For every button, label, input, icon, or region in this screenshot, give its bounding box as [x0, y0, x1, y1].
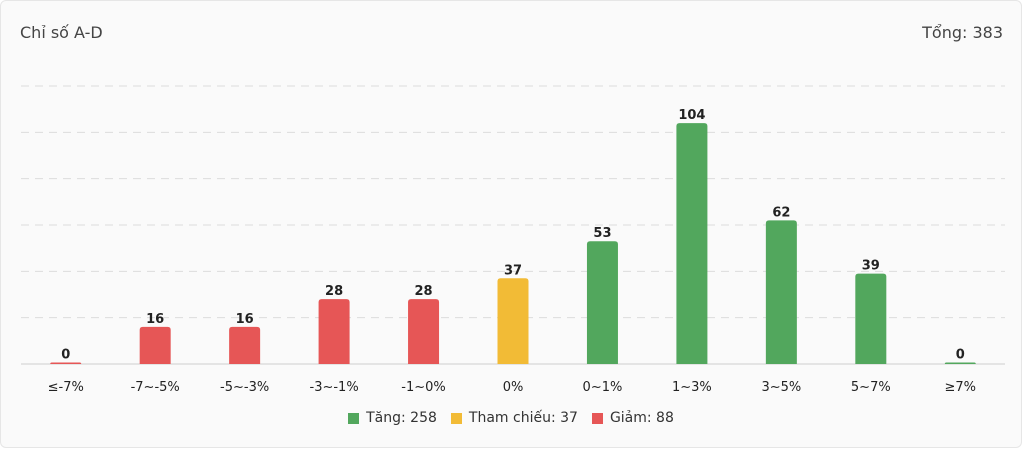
x-tick-label: -7~-5%	[131, 380, 180, 395]
x-tick-label: ≤-7%	[48, 380, 84, 395]
bar-value-label: 39	[862, 259, 880, 274]
bar[interactable]	[139, 326, 171, 364]
bar-value-label: 0	[956, 348, 965, 363]
x-tick-label: -5~-3%	[220, 380, 269, 395]
bar[interactable]	[855, 273, 887, 364]
total-count: Tổng: 383	[922, 23, 1003, 42]
legend-label-ref: Tham chiếu: 37	[468, 410, 578, 426]
bar-chart: 0 ≤-7% 16 -7~-5% 16 -5~-3% 28 -3~-1% 28 -1~0% 37 0%…	[21, 85, 1005, 395]
bar[interactable]	[229, 326, 261, 364]
bar[interactable]	[50, 362, 82, 365]
x-tick-label: 1~3%	[672, 380, 712, 395]
x-tick-label: 5~7%	[851, 380, 891, 395]
bar[interactable]	[586, 241, 618, 364]
bar-value-label: 62	[772, 205, 790, 220]
x-tick-label: -3~-1%	[310, 380, 359, 395]
bar-value-label: 37	[504, 263, 522, 278]
legend-swatch-down	[591, 412, 603, 424]
bar[interactable]	[944, 362, 976, 365]
legend: Tăng: 258 Tham chiếu: 37 Giảm: 88	[1, 410, 1021, 426]
x-tick-label: 0~1%	[583, 380, 623, 395]
legend-swatch-ref	[450, 412, 462, 424]
legend-item-down[interactable]: Giảm: 88	[591, 410, 674, 426]
x-tick-label: -1~0%	[401, 380, 445, 395]
legend-item-up[interactable]: Tăng: 258	[348, 410, 437, 426]
bar-value-label: 104	[678, 108, 705, 123]
bar[interactable]	[408, 299, 440, 364]
legend-label-up: Tăng: 258	[366, 410, 437, 426]
legend-label-down: Giảm: 88	[609, 410, 674, 426]
bar[interactable]	[765, 220, 797, 364]
x-tick-label: ≥7%	[945, 380, 977, 395]
bar[interactable]	[676, 123, 708, 364]
bar[interactable]	[497, 278, 529, 364]
legend-item-ref[interactable]: Tham chiếu: 37	[450, 410, 578, 426]
x-tick-label: 0%	[503, 380, 524, 395]
bar-value-label: 16	[146, 312, 164, 327]
chart-title: Chỉ số A-D	[20, 23, 103, 42]
bar-value-label: 0	[61, 348, 70, 363]
bar-value-label: 16	[236, 312, 254, 327]
bar-value-label: 28	[414, 284, 432, 299]
x-tick-label: 3~5%	[761, 380, 801, 395]
bar[interactable]	[318, 299, 350, 364]
legend-swatch-up	[348, 412, 360, 424]
bar-value-label: 53	[593, 226, 611, 241]
bar-value-label: 28	[325, 284, 343, 299]
